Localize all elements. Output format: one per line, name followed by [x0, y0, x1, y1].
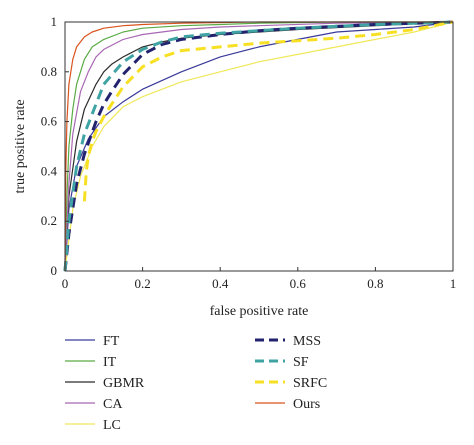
y-tick-label: 1	[51, 14, 58, 29]
legend-item-sf: SF	[255, 355, 309, 370]
series-line-ca	[64, 21, 454, 272]
x-tick-label: 0.8	[367, 276, 383, 291]
series-line-gbmr	[64, 21, 454, 272]
legend-item-ours: Ours	[255, 397, 320, 412]
x-axis-label: false positive rate	[210, 304, 309, 319]
legend-item-srfc: SRFC	[255, 376, 327, 391]
x-tick-label: 0	[62, 276, 69, 291]
legend-label: LC	[103, 418, 121, 433]
legend-item-gbmr: GBMR	[65, 376, 145, 391]
legend-label: SRFC	[293, 376, 327, 391]
series-line-sf	[63, 20, 454, 272]
y-tick-label: 0.8	[41, 64, 57, 79]
legend-item-mss: MSS	[255, 334, 321, 349]
plot-lines	[63, 20, 454, 272]
plot-frame	[64, 21, 454, 272]
legend-label: IT	[103, 355, 117, 370]
x-tick-label: 0.4	[212, 276, 229, 291]
x-tick-label: 1	[450, 276, 457, 291]
legend-label: SF	[293, 355, 309, 370]
x-tick-label: 0.2	[134, 276, 150, 291]
series-line-ft	[64, 21, 454, 272]
legend-item-ft: FT	[65, 334, 120, 349]
series-line-srfc	[82, 20, 454, 202]
y-tick-label: 0.6	[41, 114, 58, 129]
series-line-mss	[63, 20, 454, 272]
y-tick-label: 0.4	[41, 163, 58, 178]
legend-label: Ours	[293, 397, 320, 412]
legend: FT IT GBMR CA LC MSS SF SRFC Ours	[65, 334, 327, 433]
legend-label: MSS	[293, 334, 321, 349]
legend-item-lc: LC	[65, 418, 121, 433]
series-line-lc	[64, 21, 454, 272]
ticks: 0 0.2 0.4 0.6 0.8 1 0 0.2 0.4 0.6 0.8 1	[41, 14, 457, 291]
legend-label: CA	[103, 397, 123, 412]
legend-item-ca: CA	[65, 397, 123, 412]
series-line-it	[64, 21, 453, 272]
series-line-ours	[64, 21, 453, 272]
y-tick-label: 0.2	[41, 213, 57, 228]
legend-label: FT	[103, 334, 120, 349]
y-axis-label: true positive rate	[13, 99, 28, 193]
x-tick-label: 0.6	[290, 276, 307, 291]
legend-item-it: IT	[65, 355, 117, 370]
legend-label: GBMR	[103, 376, 145, 391]
y-tick-label: 0	[51, 263, 58, 278]
